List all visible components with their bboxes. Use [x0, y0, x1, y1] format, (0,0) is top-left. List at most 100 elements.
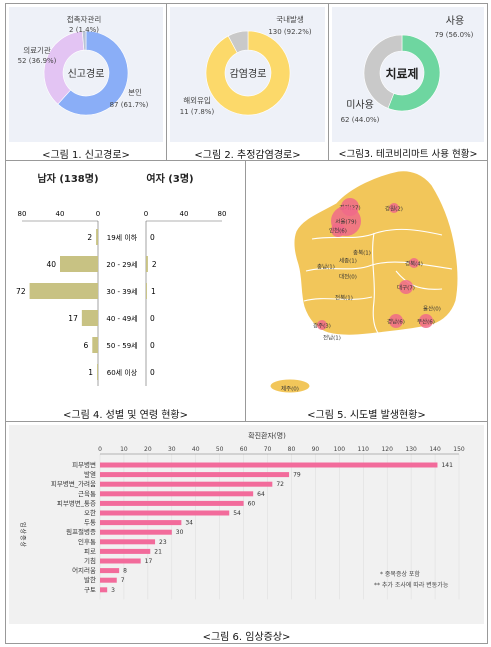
map-region-label: 제주(0): [281, 385, 299, 393]
symptom-value: 64: [257, 491, 265, 498]
map-region-label: 충남(1): [317, 263, 335, 271]
map-region-label: 부산(6): [417, 318, 435, 326]
pyramid-age-label: 50 - 59세: [106, 341, 137, 350]
symptom-label: 발열: [84, 470, 96, 479]
pyramid-value-male: 40: [46, 260, 56, 269]
fig3-caption: <그림3. 테코비리마트 사용 현황>: [338, 149, 478, 160]
symptom-bar: [100, 500, 244, 506]
pyramid-bar-male: [29, 283, 99, 299]
symptom-bar: [100, 548, 151, 554]
fig6-note-2: ** 추가 조사에 따라 변동가능: [374, 581, 449, 589]
fig6-x-tick: 20: [144, 446, 152, 453]
map-region-label: 인천(6): [329, 227, 347, 235]
map-region-label: 경남(6): [387, 318, 405, 326]
fig6-x-tick: 30: [168, 446, 176, 453]
map-region-label: 대전(0): [339, 273, 357, 281]
fig6-panel: [9, 425, 484, 624]
map-region-label: 전남(1): [323, 334, 341, 342]
fig4-tick-left-40: 40: [56, 210, 65, 218]
symptom-bar: [100, 510, 230, 516]
symptom-bar: [100, 577, 117, 583]
map-region-label: 대구(7): [397, 284, 415, 292]
pyramid-age-label: 19세 이하: [107, 233, 138, 242]
symptom-bar: [100, 587, 108, 593]
map-region-label: 광주(3): [313, 323, 331, 330]
fig6-chart: 확진환자(명) 임상증상 0 10 20 30 40 50 60 70 80 90 100 110 12…: [19, 431, 465, 600]
fig1-label-contact: 접촉자관리: [67, 14, 102, 24]
symptom-label: 기침: [84, 556, 96, 565]
symptom-value: 34: [185, 520, 193, 527]
symptom-label: 어지러움: [72, 566, 96, 575]
fig4-tick-right-80: 80: [218, 210, 227, 218]
symptom-label: 발한: [84, 575, 96, 584]
region-border-1: [311, 228, 443, 240]
fig2-chart: 감염경로 국내발생 130 (92.2%) 해외유입 11 (7.8%): [180, 14, 312, 116]
fig5-map: 경기(27)서울(79)인천(6)강원(2)충북(1)세종(1)충남(1)대전(…: [269, 170, 459, 394]
fig4-chart: 남자 (138명) 여자 (3명) 80 40 0 0 40 80 2 19세 이…: [16, 172, 227, 386]
symptom-value: 7: [121, 577, 125, 584]
fig3-value-used: 79 (56.0%): [435, 31, 474, 39]
pie-slice-overseas: [227, 30, 249, 54]
symptom-label: 근육통: [78, 490, 96, 498]
fig6-x-tick: 150: [453, 446, 465, 453]
pyramid-bar-male: [60, 256, 98, 272]
fig2-center-label: 감염경로: [230, 67, 267, 80]
map-region-label: 경북(4): [405, 261, 423, 268]
fig4-tick-left-80: 80: [18, 210, 27, 218]
pyramid-value-male: 72: [16, 287, 26, 296]
pyramid-value-female: 0: [150, 341, 155, 350]
symptom-value: 54: [233, 510, 241, 517]
fig6-x-tick: 10: [120, 446, 128, 453]
symptom-value: 17: [145, 558, 153, 565]
fig1-center-label: 신고경로: [68, 67, 105, 80]
fig6-x-tick: 90: [312, 446, 320, 453]
fig6-ylabel: 임상증상: [19, 522, 27, 548]
pyramid-bar-male: [97, 364, 98, 380]
pyramid-bar-female: [146, 283, 147, 299]
symptom-value: 30: [176, 529, 184, 536]
jeju-island: [269, 378, 311, 394]
fig1-value-hospital: 52 (36.9%): [18, 57, 57, 65]
pyramid-age-label: 20 - 29세: [106, 260, 137, 269]
map-marker: [331, 223, 345, 237]
symptom-value: 3: [111, 587, 115, 594]
fig3-center-label: 치료제: [385, 66, 418, 81]
symptom-bar: [100, 539, 156, 545]
symptom-label: 구토: [84, 586, 96, 594]
symptom-value: 8: [123, 568, 127, 575]
fig2-panel: [170, 7, 325, 142]
fig6-x-tick: 80: [288, 446, 296, 453]
pie-slice-hospital: [43, 30, 85, 105]
region-border-5: [395, 270, 443, 290]
fig6-x-tick: 130: [405, 446, 417, 453]
pie-slice-used: [387, 34, 441, 112]
symptom-value: 79: [293, 472, 301, 479]
region-border-4: [303, 296, 373, 302]
pyramid-value-male: 2: [87, 233, 92, 242]
fig5-caption: <그림 5. 시도별 발생현황>: [307, 410, 426, 421]
map-marker: [409, 258, 419, 268]
pyramid-bar-female: [146, 256, 148, 272]
fig6-x-tick: 40: [192, 446, 200, 453]
symptom-bar: [100, 481, 273, 487]
fig2-caption: <그림 2. 추정감염경로>: [194, 150, 301, 161]
region-border-3: [372, 232, 379, 334]
fig1-caption: <그림 1. 신고경로>: [42, 150, 130, 161]
fig6-x-tick: 70: [264, 446, 272, 453]
pyramid-value-male: 1: [88, 368, 93, 377]
map-region-label: 울산(0): [423, 305, 441, 313]
fig1-chart: 신고경로 접촉자관리 2 (1.4%) 의료기관 52 (36.9%) 본인 8…: [18, 14, 149, 116]
fig3-value-unused: 62 (44.0%): [341, 116, 380, 124]
fig1-panel: [9, 7, 163, 142]
pie-slice-contact: [81, 30, 87, 51]
symptom-label: 피부병변_가려움: [51, 479, 96, 488]
map-marker: [389, 203, 399, 213]
symptom-value: 72: [276, 481, 284, 488]
region-border-2: [305, 261, 453, 272]
fig2-value-overseas: 11 (7.8%): [180, 108, 215, 116]
symptom-bar: [100, 558, 141, 564]
symptom-bar: [100, 529, 172, 535]
pyramid-value-male: 17: [68, 314, 78, 323]
symptom-label: 두통: [84, 519, 96, 527]
pie-slice-self: [57, 30, 129, 116]
